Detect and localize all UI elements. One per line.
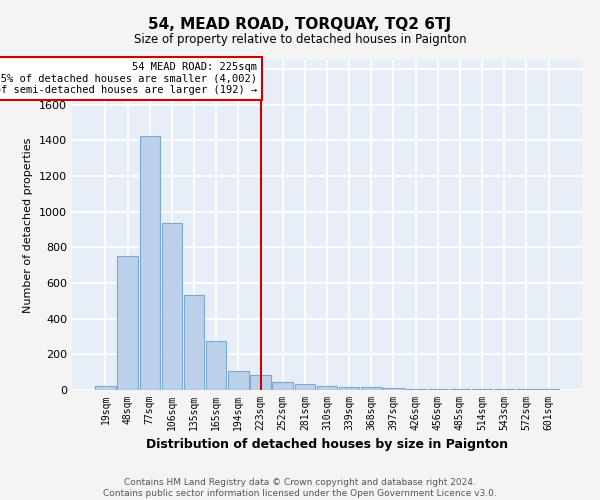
Bar — [140, 136, 160, 390]
Bar — [361, 388, 382, 390]
Bar — [472, 388, 493, 390]
X-axis label: Distribution of detached houses by size in Paignton: Distribution of detached houses by size … — [146, 438, 508, 452]
Text: 54 MEAD ROAD: 225sqm
← 95% of detached houses are smaller (4,002)
5% of semi-det: 54 MEAD ROAD: 225sqm ← 95% of detached h… — [0, 62, 257, 95]
Bar — [538, 388, 559, 390]
Text: 54, MEAD ROAD, TORQUAY, TQ2 6TJ: 54, MEAD ROAD, TORQUAY, TQ2 6TJ — [148, 18, 452, 32]
Bar — [184, 296, 204, 390]
Bar — [118, 256, 138, 390]
Bar — [317, 386, 337, 390]
Text: Size of property relative to detached houses in Paignton: Size of property relative to detached ho… — [134, 32, 466, 46]
Bar — [228, 372, 248, 390]
Bar — [95, 386, 116, 390]
Bar — [295, 384, 315, 390]
Bar — [383, 388, 404, 390]
Y-axis label: Number of detached properties: Number of detached properties — [23, 138, 34, 312]
Bar — [250, 375, 271, 390]
Bar — [406, 388, 426, 390]
Bar — [206, 341, 226, 390]
Text: Contains HM Land Registry data © Crown copyright and database right 2024.
Contai: Contains HM Land Registry data © Crown c… — [103, 478, 497, 498]
Bar — [339, 387, 359, 390]
Bar — [161, 223, 182, 390]
Bar — [428, 389, 448, 390]
Bar — [272, 382, 293, 390]
